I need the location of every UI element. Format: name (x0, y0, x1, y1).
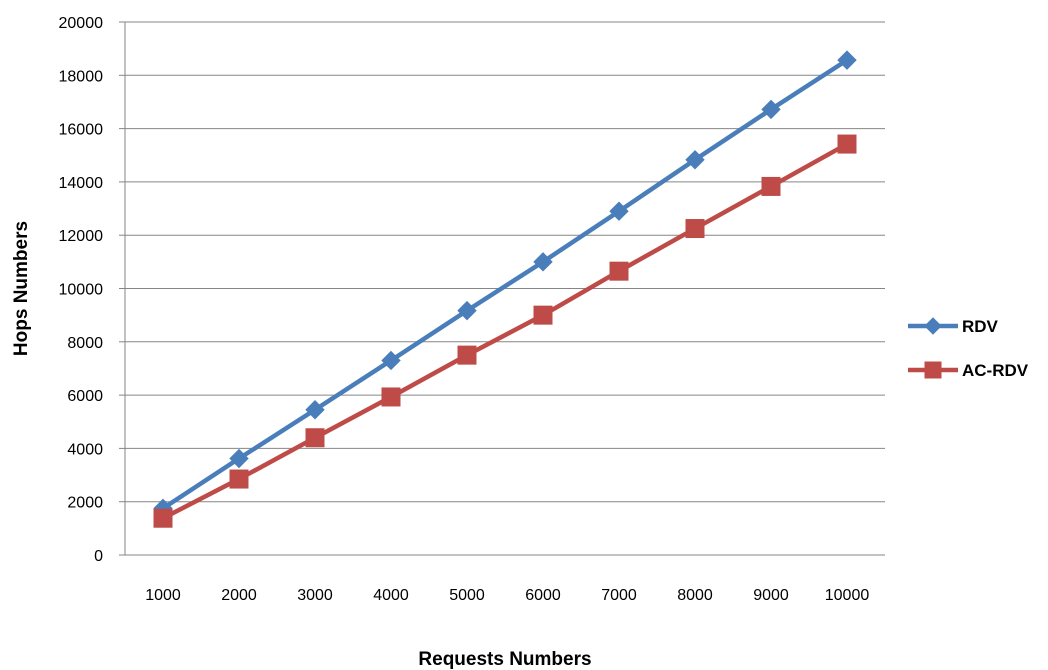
y-tick-label: 20000 (59, 15, 104, 32)
y-tick-label: 2000 (67, 495, 103, 512)
legend-label: AC-RDV (962, 361, 1029, 380)
x-tick-label: 3000 (297, 587, 333, 604)
data-point (229, 448, 249, 469)
x-axis-title: Requests Numbers (418, 649, 591, 670)
gridlines (125, 21, 885, 503)
x-tick-label: 5000 (449, 587, 485, 604)
data-point (685, 150, 705, 170)
y-tick-label: 16000 (59, 122, 104, 139)
series-rdv (153, 50, 857, 519)
series-layer (153, 50, 857, 528)
y-tick-label: 8000 (67, 335, 103, 352)
y-tick-label: 4000 (67, 441, 103, 458)
y-tick-label: 10000 (59, 282, 104, 299)
data-point (457, 345, 477, 365)
x-tick-label: 8000 (677, 587, 713, 604)
legend-marker (924, 361, 942, 379)
data-point (609, 201, 629, 221)
x-tick-label: 6000 (525, 587, 561, 604)
x-tick-label: 7000 (601, 587, 637, 604)
data-point (457, 300, 477, 321)
y-axis-title: Hops Numbers (11, 221, 32, 356)
y-tick-label: 0 (94, 548, 103, 565)
legend: RDV AC-RDV (908, 317, 1029, 380)
x-tick-label: 1000 (145, 587, 181, 604)
data-point (229, 469, 249, 489)
series-line (161, 58, 849, 511)
data-point (761, 99, 781, 120)
legend-marker (924, 317, 942, 335)
data-point (153, 508, 173, 528)
x-tick-label: 9000 (753, 587, 789, 604)
x-tick-label: 10000 (825, 587, 870, 604)
y-tick-labels: 0 2000 4000 6000 8000 10000 12000 14000 16000 180… (59, 15, 104, 565)
y-tick-label: 12000 (59, 228, 104, 245)
data-point (381, 350, 401, 371)
data-point (305, 428, 325, 448)
series-ac-rdv (153, 134, 857, 528)
data-point (761, 176, 781, 196)
data-point (533, 305, 553, 325)
y-tick-label: 6000 (67, 388, 103, 405)
y-tick-label: 14000 (59, 175, 104, 192)
axes (119, 21, 885, 556)
y-tick-label: 18000 (59, 68, 104, 85)
legend-label: RDV (962, 317, 999, 336)
data-point (609, 261, 629, 281)
data-point (685, 219, 705, 239)
data-point (837, 50, 857, 70)
data-point (533, 252, 553, 272)
data-point (837, 134, 857, 154)
x-tick-label: 4000 (373, 587, 409, 604)
series-line (161, 142, 849, 521)
x-tick-labels: 1000 2000 3000 4000 5000 6000 7000 8000 9000 1000… (145, 587, 869, 604)
data-point (305, 400, 325, 420)
data-point (381, 387, 401, 407)
x-tick-label: 2000 (221, 587, 257, 604)
